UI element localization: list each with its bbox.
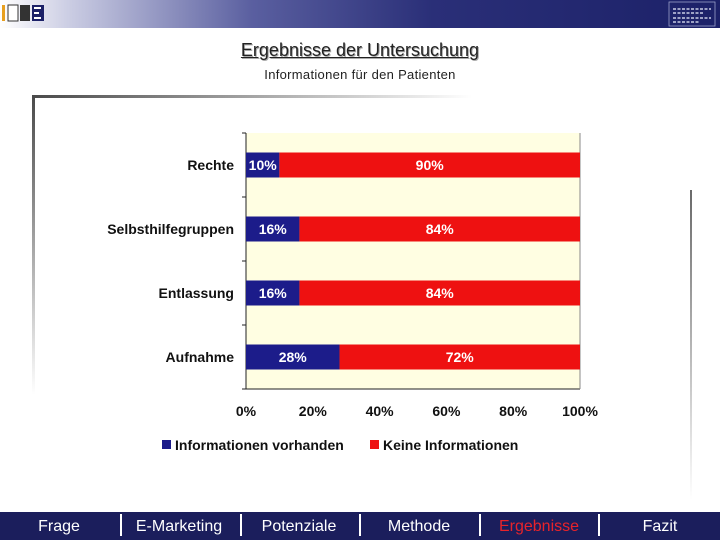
nav-separator	[359, 514, 361, 536]
stacked-bar-chart: Rechte 10% 90% Selbsthilfegruppen 16% 84% Entl…	[107, 132, 598, 453]
category-label: Entlassung	[159, 285, 234, 301]
decorative-line-horizontal	[32, 95, 472, 98]
x-tick-label: 40%	[366, 403, 395, 419]
nav-item-ergebnisse[interactable]: Ergebnisse	[498, 518, 580, 535]
bar-segment	[279, 152, 580, 178]
nav-item-potenziale[interactable]: Potenziale	[261, 518, 337, 535]
bar-segment	[246, 280, 300, 306]
data-label: 28%	[279, 349, 308, 365]
transfer-project-logo-icon	[668, 1, 716, 27]
page-title: Ergebnisse der Untersuchung	[240, 40, 480, 60]
nav-item-e-marketing[interactable]: E-Marketing	[135, 518, 223, 535]
bar-segment	[299, 216, 580, 242]
bottom-navigation: Frage E-Marketing Potenziale Methode Ergebni…	[0, 512, 720, 540]
bar-segment	[246, 344, 340, 370]
bar-segment	[246, 216, 300, 242]
efb-logo-icon	[2, 4, 44, 22]
nav-separator	[598, 514, 600, 536]
bar-segment	[299, 280, 580, 306]
nav-item-methode[interactable]: Methode	[387, 518, 451, 535]
legend-swatch	[370, 440, 379, 449]
data-label: 10%	[249, 157, 278, 173]
category-label: Rechte	[187, 157, 234, 173]
legend-label: Informationen vorhanden	[175, 437, 344, 453]
decorative-line-vertical	[32, 95, 35, 395]
nav-item-fazit[interactable]: Fazit	[642, 518, 678, 535]
category-label: Selbsthilfegruppen	[107, 221, 234, 237]
nav-separator	[120, 514, 122, 536]
header-bar	[0, 0, 720, 28]
nav-item-frage[interactable]: Frage	[38, 518, 80, 535]
x-tick-label: 100%	[562, 403, 598, 419]
x-tick-label: 20%	[299, 403, 328, 419]
legend-label: Keine Informationen	[383, 437, 518, 453]
x-tick-label: 60%	[432, 403, 461, 419]
category-label: Aufnahme	[166, 349, 235, 365]
decorative-line-right	[690, 190, 692, 500]
x-tick-label: 0%	[236, 403, 257, 419]
data-label: 84%	[426, 285, 455, 301]
data-label: 16%	[259, 285, 288, 301]
x-tick-label: 80%	[499, 403, 528, 419]
data-label: 72%	[446, 349, 475, 365]
data-label: 90%	[416, 157, 445, 173]
page-subtitle: Informationen für den Patienten	[264, 67, 456, 82]
data-label: 16%	[259, 221, 288, 237]
nav-separator	[479, 514, 481, 536]
bar-segment	[246, 152, 280, 178]
data-label: 84%	[426, 221, 455, 237]
legend-swatch	[162, 440, 171, 449]
bar-segment	[339, 344, 580, 370]
nav-separator	[240, 514, 242, 536]
